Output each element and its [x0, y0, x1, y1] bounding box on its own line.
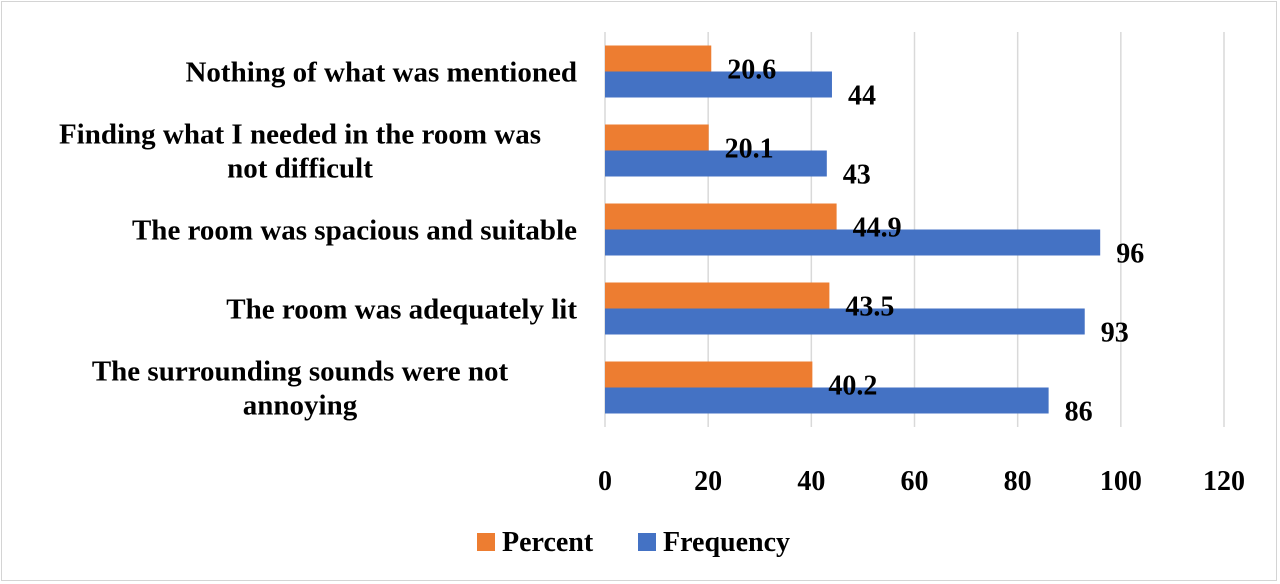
data-label-percent-0: 20.6: [727, 55, 776, 86]
data-label-percent-1: 20.1: [725, 134, 774, 165]
category-label-line: Nothing of what was mentioned: [185, 57, 577, 89]
category-label-line: not difficult: [227, 153, 373, 185]
bar-percent-1: [605, 124, 709, 151]
data-label-frequency-0: 44: [848, 81, 876, 112]
category-label-4: The surrounding sounds were not annoying: [92, 356, 509, 422]
x-tick-label: 40: [797, 466, 825, 497]
data-label-percent-3: 43.5: [845, 292, 894, 323]
category-label-3: The room was adequately lit: [226, 294, 577, 326]
legend-label-percent: Percent: [502, 527, 594, 558]
bar-frequency-1: [605, 150, 827, 177]
x-tick-label: 80: [1004, 466, 1032, 497]
legend-label-frequency: Frequency: [663, 527, 790, 558]
bar-frequency-0: [605, 71, 832, 98]
bar-percent-3: [605, 282, 830, 309]
data-labels: 20.6 44 20.1 43 44.9 96 43.5 93 40.2 86: [725, 55, 1145, 428]
bar-frequency-2: [605, 229, 1101, 256]
x-tick-label: 60: [901, 466, 929, 497]
data-label-percent-2: 44.9: [853, 213, 902, 244]
bar-percent-0: [605, 45, 712, 72]
bar-percent-2: [605, 203, 837, 230]
category-label-line: Finding what I needed in the room was: [59, 119, 541, 151]
bars: [605, 45, 1101, 414]
x-axis-ticks: 0 20 40 60 80 100 120: [598, 466, 1245, 497]
bar-frequency-3: [605, 308, 1085, 335]
category-label-0: Nothing of what was mentioned: [185, 57, 577, 89]
data-label-frequency-2: 96: [1116, 239, 1144, 270]
data-label-frequency-1: 43: [843, 160, 871, 191]
data-label-frequency-4: 86: [1065, 397, 1093, 428]
x-tick-label: 0: [598, 466, 612, 497]
data-label-frequency-3: 93: [1101, 318, 1129, 349]
category-label-1: Finding what I needed in the room was not…: [59, 119, 541, 185]
category-label-2: The room was spacious and suitable: [132, 215, 577, 247]
category-label-line: The surrounding sounds were not: [92, 356, 509, 388]
x-tick-label: 120: [1203, 466, 1245, 497]
legend-swatch-percent: [477, 533, 495, 551]
legend-swatch-frequency: [638, 533, 656, 551]
x-tick-label: 20: [694, 466, 722, 497]
bar-frequency-4: [605, 387, 1049, 414]
category-label-line: The room was adequately lit: [226, 294, 577, 326]
bar-percent-4: [605, 361, 813, 388]
legend: Percent Frequency: [477, 527, 790, 558]
category-labels: Nothing of what was mentioned Finding wha…: [59, 57, 577, 422]
data-label-percent-4: 40.2: [828, 371, 877, 402]
category-label-line: The room was spacious and suitable: [132, 215, 577, 247]
category-label-line: annoying: [243, 390, 358, 422]
x-tick-label: 100: [1100, 466, 1142, 497]
